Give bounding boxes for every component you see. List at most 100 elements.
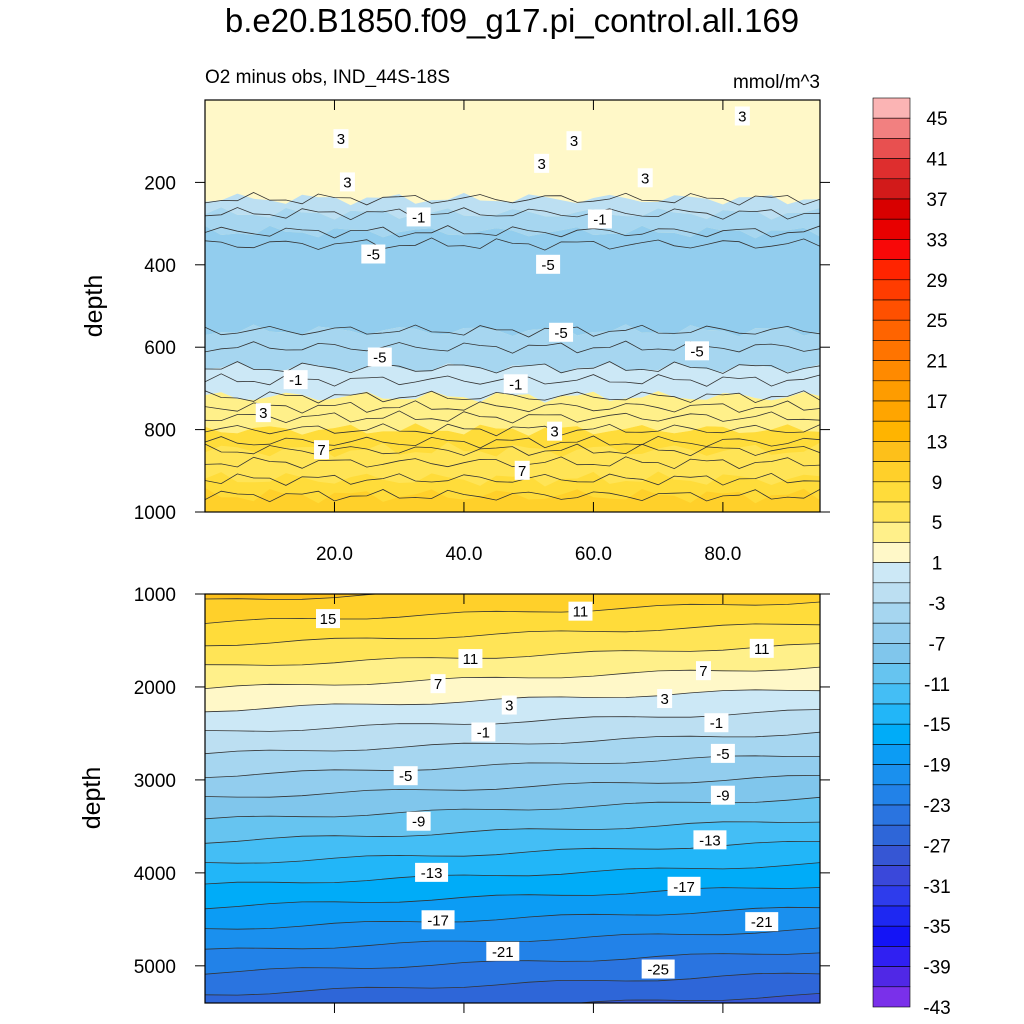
bottom-contour-label-bg <box>710 743 735 763</box>
bottom-contour-line <box>205 862 820 885</box>
bottom-ytick-label: 4000 <box>134 864 176 885</box>
top-contour-line <box>205 207 820 221</box>
colorbar-label: 1 <box>932 554 943 575</box>
bottom-contour-label: 11 <box>573 604 589 621</box>
subtitle-left: O2 minus obs, IND_44S-18S <box>205 67 450 88</box>
top-contour-label: 3 <box>343 174 351 191</box>
units-label: mmol/m^3 <box>733 72 820 93</box>
bottom-contour-label-bg <box>316 609 340 629</box>
top-contour-label: 3 <box>537 156 545 173</box>
colorbar-label: -35 <box>923 917 950 938</box>
bottom-contour-label-bg <box>393 766 418 786</box>
top-contour-label-bg <box>339 172 355 192</box>
top-contour-label-bg <box>314 440 330 460</box>
colorbar-box <box>872 521 911 543</box>
colorbar-label: -19 <box>923 756 950 777</box>
colorbar-label: 45 <box>926 109 947 130</box>
bottom-contour-label: -25 <box>647 962 669 979</box>
colorbar-box <box>872 804 911 826</box>
top-contour-label-bg <box>361 244 386 264</box>
colorbar-label: 5 <box>932 513 943 534</box>
colorbar-box <box>872 905 911 927</box>
colorbar: 45 41 37 33 29 25 21 17 13 9 5 1 -3 -7 -11 -15 -19 -23 -27… <box>872 97 951 1019</box>
colorbar-box <box>872 683 911 705</box>
top-panel-fills <box>205 100 820 512</box>
colorbar-box <box>872 643 911 664</box>
top-fill-deep <box>205 487 820 512</box>
colorbar-box <box>872 117 911 139</box>
colorbar-box <box>872 562 911 584</box>
colorbar-box <box>872 97 911 119</box>
bottom-contour-line <box>205 972 820 996</box>
bottom-ylabel: depth <box>78 767 106 830</box>
top-xtick-label: 80.0 <box>704 544 741 565</box>
colorbar-box <box>872 239 911 260</box>
top-contour-label: -5 <box>373 350 386 367</box>
colorbar-box <box>872 845 911 866</box>
top-contour-line <box>205 423 820 437</box>
colorbar-box <box>872 865 911 887</box>
bottom-contour-label: 11 <box>754 641 770 658</box>
top-contour-label-bg <box>547 421 563 441</box>
colorbar-box <box>872 380 911 402</box>
colorbar-box <box>872 461 911 483</box>
bottom-contour-label-bg <box>710 785 735 805</box>
bottom-contour-label: -21 <box>751 914 773 931</box>
colorbar-box <box>872 138 911 159</box>
bottom-contour-label-bg <box>471 722 496 742</box>
bottom-contour-label-bg <box>486 941 520 961</box>
bottom-contour-label: 15 <box>320 611 337 628</box>
top-ytick-label: 800 <box>144 421 176 442</box>
bottom-contour-label-bg <box>693 830 727 850</box>
top-contour-label-bg <box>685 341 709 361</box>
colorbar-label: -39 <box>923 958 950 979</box>
colorbar-box <box>872 340 911 361</box>
colorbar-box <box>872 158 911 180</box>
top-contour-label: 3 <box>570 133 578 150</box>
bottom-contour-label-bg <box>657 689 673 709</box>
colorbar-label: -7 <box>929 634 946 655</box>
bottom-contour-label-bg <box>568 601 593 621</box>
colorbar-box <box>872 501 911 523</box>
bottom-contour-line <box>205 594 383 600</box>
bottom-fill-band <box>205 1003 820 1024</box>
colorbar-box <box>872 360 911 382</box>
bottom-contour-label: -9 <box>412 814 425 831</box>
bottom-contour-line <box>205 775 820 798</box>
top-contour-label: -5 <box>554 325 567 342</box>
colorbar-box <box>872 764 911 786</box>
top-contour-line <box>205 400 820 414</box>
bottom-contour-label-bg <box>406 811 431 831</box>
top-fill-layer <box>205 391 820 436</box>
top-contour-label-bg <box>734 106 750 126</box>
colorbar-box <box>872 299 911 321</box>
top-contour-label: 3 <box>259 405 267 422</box>
bottom-contour-line <box>205 512 820 533</box>
bottom-contour-label: 3 <box>660 691 668 708</box>
top-contour-label: 3 <box>550 424 558 441</box>
colorbar-label: -43 <box>923 998 950 1019</box>
top-contour-label-bg <box>536 254 561 274</box>
top-contour-label: 3 <box>337 131 345 148</box>
bottom-contour-label: 7 <box>434 676 442 693</box>
top-contour-label: -1 <box>509 376 522 393</box>
top-contour-label-bg <box>587 209 612 229</box>
bottom-contour-line <box>205 643 820 666</box>
colorbar-box <box>872 885 911 907</box>
bottom-ytick-label: 5000 <box>134 957 176 978</box>
colorbar-label: 37 <box>926 190 947 211</box>
top-contour-line <box>205 456 820 470</box>
top-contour-label: -5 <box>541 257 554 274</box>
colorbar-box <box>872 622 911 644</box>
top-panel-frame <box>204 99 821 513</box>
colorbar-label: 17 <box>926 392 947 413</box>
bottom-contour-line <box>205 887 820 910</box>
bottom-contour-label-bg <box>667 876 701 896</box>
bottom-contour-line <box>205 623 820 647</box>
top-contour-line <box>205 443 820 457</box>
top-ytick-label: 400 <box>144 256 176 277</box>
top-contour-label: 3 <box>738 108 746 125</box>
colorbar-label: -31 <box>923 877 950 898</box>
top-ytick-label: 1000 <box>134 503 176 524</box>
